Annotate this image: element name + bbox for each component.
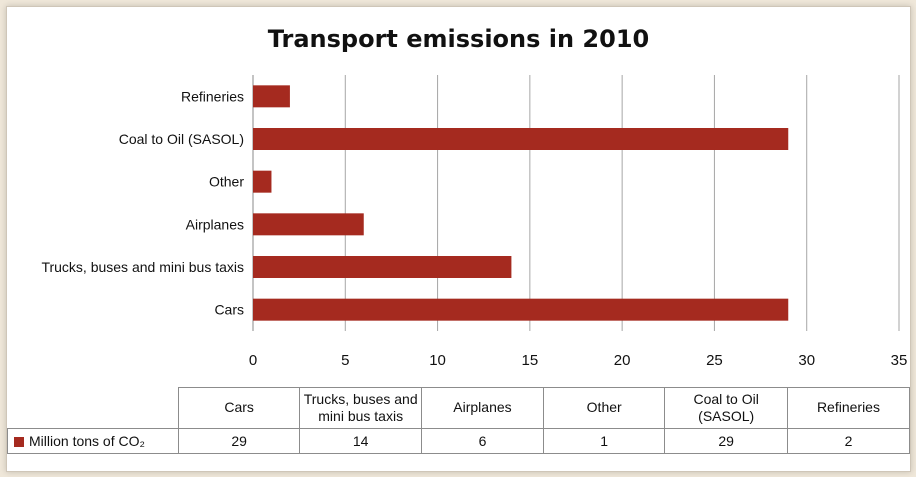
bar bbox=[253, 170, 272, 193]
x-tick-label: 10 bbox=[429, 352, 446, 369]
table-cell: 14 bbox=[299, 427, 423, 454]
table-data-row: Million tons of CO₂ 29 14 6 1 29 2 bbox=[7, 427, 910, 454]
table-cell: 6 bbox=[421, 427, 544, 454]
legend-entry: Million tons of CO₂ bbox=[7, 427, 179, 454]
table-cell: 29 bbox=[177, 427, 301, 454]
table-header-cell: Cars bbox=[177, 387, 301, 429]
x-tick-label: 15 bbox=[522, 352, 539, 369]
bar bbox=[253, 256, 512, 278]
table-header-cell: Coal to Oil (SASOL) bbox=[664, 387, 788, 429]
legend-swatch bbox=[14, 436, 24, 447]
table-cell: 1 bbox=[542, 427, 666, 454]
table-header-cell: Trucks, buses and mini bus taxis bbox=[299, 387, 423, 429]
table-header-cell: Airplanes bbox=[421, 387, 544, 429]
x-tick-label: 25 bbox=[706, 352, 723, 369]
table-header-cell: Other bbox=[542, 387, 666, 429]
table-cell: 2 bbox=[786, 427, 910, 454]
category-label: Other bbox=[209, 174, 244, 190]
data-table: Cars Trucks, buses and mini bus taxis Ai… bbox=[7, 387, 910, 454]
table-corner bbox=[8, 388, 179, 429]
category-label: Airplanes bbox=[186, 216, 244, 232]
chart-plot: 0 5 10 15 20 25 30 35 Cars Trucks, buses and mini… bbox=[41, 75, 908, 369]
bar bbox=[253, 85, 290, 108]
bar bbox=[253, 213, 364, 236]
category-label: Trucks, buses and mini bus taxis bbox=[41, 259, 244, 275]
chart-frame: Transport emissions in 2010 0 5 10 15 20 25 30… bbox=[6, 6, 911, 472]
x-tick-label: 20 bbox=[614, 352, 631, 369]
series-name: Million tons of CO₂ bbox=[29, 432, 145, 449]
x-tick-label: 35 bbox=[891, 352, 908, 369]
x-tick-label: 5 bbox=[341, 352, 349, 369]
chart-title: Transport emissions in 2010 bbox=[267, 25, 650, 53]
x-tick-label: 30 bbox=[798, 352, 815, 369]
bar bbox=[253, 128, 789, 150]
table-header-cell: Refineries bbox=[786, 387, 910, 429]
table-header-row: Cars Trucks, buses and mini bus taxis Ai… bbox=[8, 387, 910, 429]
bar bbox=[253, 298, 789, 321]
category-label: Coal to Oil (SASOL) bbox=[119, 131, 244, 147]
table-cell: 29 bbox=[664, 427, 788, 454]
category-label: Refineries bbox=[181, 88, 244, 104]
x-tick-label: 0 bbox=[249, 352, 257, 369]
category-label: Cars bbox=[214, 302, 244, 318]
